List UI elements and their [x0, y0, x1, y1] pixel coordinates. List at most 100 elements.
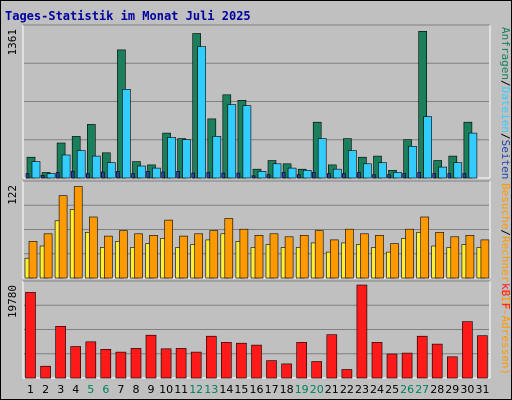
bar-besuche-6: [104, 235, 113, 279]
bar-besuche-2: [43, 233, 53, 279]
bar-seiten-23: [357, 172, 361, 179]
bar-besuche-15: [239, 228, 249, 279]
bar-besuche-10: [164, 219, 173, 279]
bar-dateien-21: [332, 168, 342, 179]
bar-kbf-24: [371, 341, 383, 379]
bar-seiten-26: [402, 173, 406, 179]
x-label-day-20: 20: [310, 383, 324, 396]
bar-seiten-6: [101, 171, 105, 179]
panel-middle: 122 Besuche/Rechner (IP-Adressen): [6, 180, 512, 375]
bar-seiten-29: [447, 173, 452, 179]
x-label-day-23: 23: [355, 383, 369, 396]
bar-dateien-3: [61, 154, 71, 179]
bar-seiten-14: [221, 172, 226, 179]
x-label-day-13: 13: [204, 383, 218, 396]
bar-dateien-19: [302, 170, 312, 179]
x-label-day-4: 4: [72, 383, 79, 396]
bar-kbf-14: [221, 341, 232, 379]
x-label-day-28: 28: [430, 383, 444, 396]
x-label-day-5: 5: [87, 383, 94, 396]
bar-seiten-10: [161, 171, 165, 179]
bar-dateien-20: [317, 138, 327, 179]
legend-entry: Anfragen: [499, 27, 512, 80]
bar-kbf-1: [25, 292, 36, 379]
y-max-label: 1361: [6, 29, 19, 56]
bar-seiten-12: [191, 172, 195, 179]
legend: Anfragen/Dateien/Seiten: [499, 27, 512, 179]
bar-kbf-28: [431, 343, 443, 379]
bar-besuche-21: [329, 239, 339, 279]
x-label-day-2: 2: [42, 383, 49, 396]
x-label-day-26: 26: [400, 383, 414, 396]
bar-besuche-26: [405, 228, 414, 279]
bar-seiten-8: [131, 173, 135, 179]
bar-besuche-9: [149, 235, 158, 279]
bar-kbf-23: [356, 284, 368, 379]
bar-seiten-15: [236, 172, 241, 179]
bar-kbf-18: [281, 363, 292, 379]
bar-kbf-12: [190, 351, 202, 379]
bar-kbf-5: [85, 341, 97, 379]
bar-besuche-29: [450, 236, 460, 279]
x-label-day-3: 3: [57, 383, 64, 396]
legend-entry: Besuche: [499, 183, 512, 229]
bar-dateien-6: [107, 162, 116, 179]
bar-kbf-17: [266, 360, 277, 379]
bar-dateien-10: [167, 137, 176, 179]
bar-besuche-19: [299, 235, 309, 279]
bar-besuche-13: [209, 230, 219, 279]
bar-dateien-30: [468, 132, 478, 179]
bar-seiten-13: [206, 172, 211, 179]
bar-kbf-4: [70, 346, 81, 379]
bar-dateien-8: [137, 165, 146, 179]
bar-kbf-11: [175, 348, 187, 379]
x-label-day-15: 15: [234, 383, 248, 396]
bar-seiten-11: [176, 171, 180, 179]
x-label-day-25: 25: [385, 383, 399, 396]
bar-besuche-28: [435, 232, 445, 279]
bar-besuche-16: [254, 235, 264, 279]
bar-dateien-17: [272, 163, 282, 179]
bar-dateien-22: [348, 150, 357, 179]
legend-entry: Rechner (IP-Adressen): [499, 236, 512, 375]
x-label-day-22: 22: [340, 383, 354, 396]
legend-entry: /: [499, 133, 512, 140]
bar-kbf-16: [251, 344, 262, 379]
x-label-day-17: 17: [265, 383, 279, 396]
bar-seiten-7: [116, 171, 120, 179]
bar-seiten-9: [146, 171, 150, 179]
bar-seiten-3: [55, 172, 60, 179]
bar-besuche-31: [480, 239, 490, 279]
bar-besuche-30: [465, 235, 475, 279]
bar-dateien-28: [438, 166, 448, 179]
bar-dateien-18: [287, 167, 297, 179]
bar-seiten-4: [70, 171, 75, 179]
bar-dateien-7: [122, 89, 131, 179]
bar-besuche-11: [179, 235, 188, 279]
legend: kB F: [499, 283, 512, 310]
x-label-day-12: 12: [189, 383, 203, 396]
x-label-day-21: 21: [325, 383, 339, 396]
x-label-day-8: 8: [133, 383, 140, 396]
legend-entry: Seiten: [499, 140, 512, 180]
bar-dateien-26: [408, 146, 417, 179]
x-label-day-1: 1: [27, 383, 34, 396]
bar-seiten-24: [372, 174, 376, 179]
bar-kbf-13: [206, 335, 217, 379]
x-label-day-9: 9: [148, 383, 155, 396]
bar-seiten-17: [266, 174, 271, 179]
bar-seiten-25: [387, 174, 391, 179]
x-label-day-14: 14: [219, 383, 233, 396]
bar-besuche-23: [360, 233, 369, 279]
bar-besuche-1: [28, 241, 38, 279]
y-max-label: 122: [6, 185, 19, 205]
bar-dateien-23: [363, 163, 372, 179]
bar-kbf-10: [160, 348, 172, 379]
bar-kbf-31: [477, 335, 488, 379]
x-label-day-19: 19: [295, 383, 309, 396]
bar-besuche-7: [119, 230, 128, 279]
bar-kbf-21: [326, 334, 338, 379]
bar-kbf-22: [341, 369, 353, 379]
bar-kbf-3: [55, 325, 66, 379]
